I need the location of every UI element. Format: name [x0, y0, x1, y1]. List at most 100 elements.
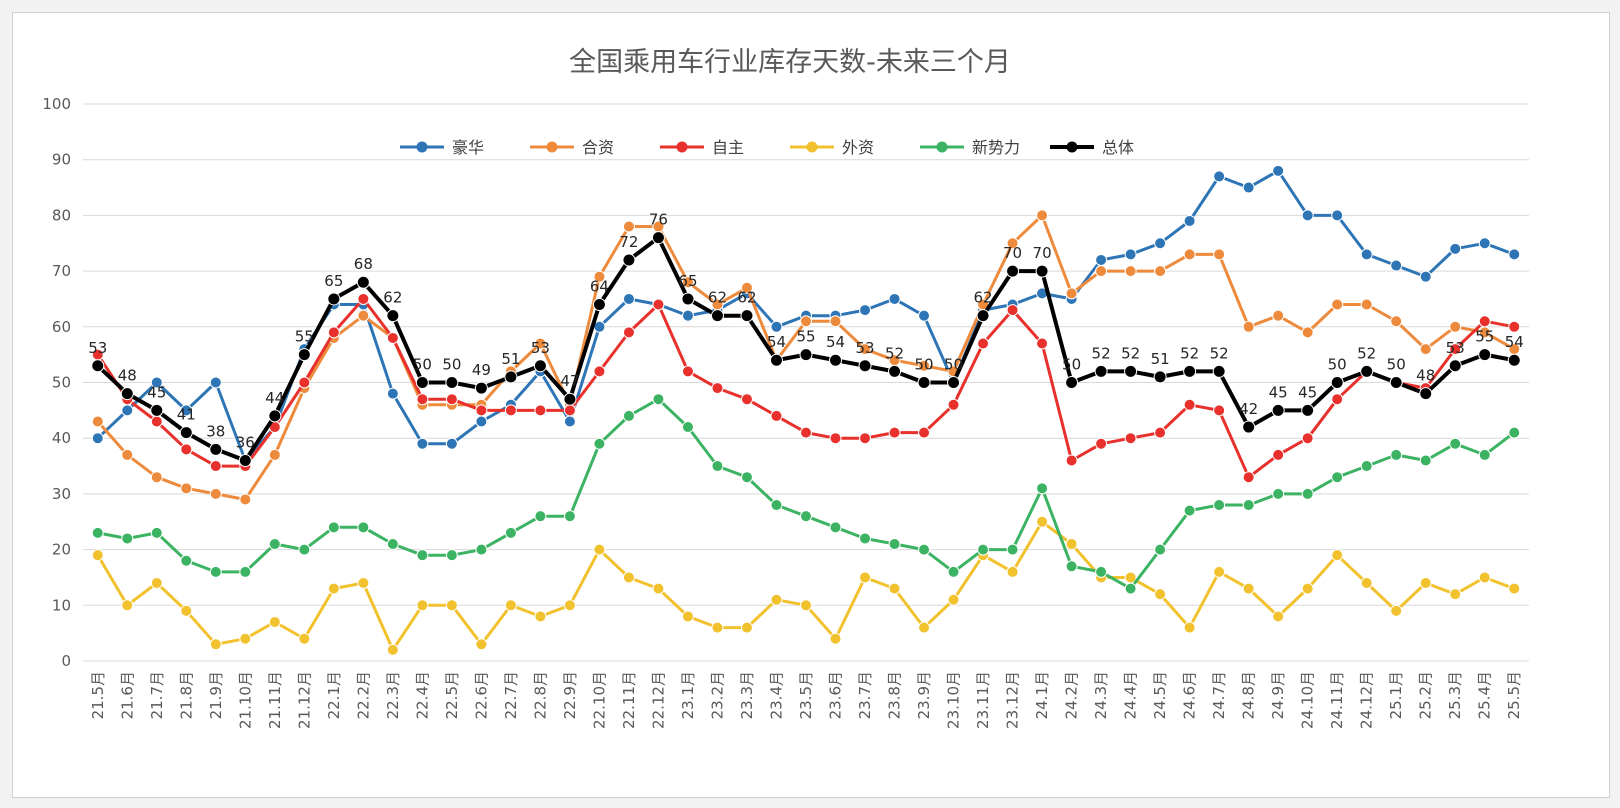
- data-point: [327, 326, 340, 339]
- data-point: [504, 404, 517, 417]
- data-point: [1006, 304, 1019, 317]
- x-tick-label: 22.7月: [502, 671, 520, 719]
- x-tick-label: 22.12月: [649, 671, 667, 729]
- data-label: 52: [1092, 344, 1111, 362]
- data-point: [1331, 471, 1344, 484]
- data-point: [1360, 298, 1373, 311]
- data-point: [740, 393, 753, 406]
- x-tick-label: 21.9月: [207, 671, 225, 719]
- x-tick-label: 25.1月: [1387, 671, 1405, 719]
- data-point: [268, 616, 281, 629]
- chart-title: 全国乘用车行业库存天数-未来三个月: [569, 47, 1011, 78]
- data-point: [91, 359, 105, 373]
- x-tick-label: 24.5月: [1151, 671, 1169, 719]
- data-point: [1390, 604, 1403, 617]
- data-point: [740, 621, 753, 634]
- data-label: 54: [767, 333, 786, 351]
- x-tick-label: 24.2月: [1063, 671, 1081, 719]
- legend-label: 自主: [712, 138, 744, 157]
- data-point: [1183, 248, 1196, 261]
- data-point: [1036, 209, 1049, 222]
- data-point: [416, 393, 429, 406]
- data-point: [1508, 426, 1521, 439]
- data-point: [1036, 337, 1049, 350]
- data-point: [1390, 315, 1403, 328]
- data-point: [1508, 582, 1521, 595]
- x-tick-label: 22.5月: [443, 671, 461, 719]
- data-point: [1301, 403, 1315, 417]
- data-label: 41: [177, 406, 196, 424]
- data-point: [1272, 164, 1285, 177]
- data-point: [977, 543, 990, 556]
- series-总体: [91, 231, 1521, 467]
- y-tick-label: 70: [52, 262, 71, 280]
- data-point: [268, 448, 281, 461]
- data-point: [770, 409, 783, 422]
- legend-item-新势力: 新势力: [920, 138, 1020, 157]
- x-tick-label: 22.9月: [561, 671, 579, 719]
- data-point: [859, 304, 872, 317]
- data-point: [1065, 560, 1078, 573]
- data-point: [947, 565, 960, 578]
- data-point: [1213, 404, 1226, 417]
- data-label: 38: [206, 422, 225, 440]
- data-point: [770, 320, 783, 333]
- data-point: [386, 538, 399, 551]
- data-point: [357, 521, 370, 534]
- legend-item-豪华: 豪华: [400, 138, 484, 157]
- data-point: [593, 437, 606, 450]
- data-point: [888, 582, 901, 595]
- data-point: [1449, 343, 1462, 356]
- data-point: [1124, 248, 1137, 261]
- x-tick-label: 22.4月: [413, 671, 431, 719]
- data-point: [1301, 487, 1314, 500]
- data-point: [150, 577, 163, 590]
- data-point: [180, 404, 193, 417]
- data-point: [150, 415, 163, 428]
- data-point: [445, 437, 458, 450]
- data-point: [1389, 376, 1403, 389]
- data-point: [534, 404, 547, 417]
- data-point: [563, 415, 576, 428]
- data-labels: 53 48 45 41 38 36 44 55 65 68 62 50 50 49 51 53 47 64 72 76…: [88, 211, 1524, 452]
- x-tick-label: 24.12月: [1358, 671, 1376, 729]
- data-point: [652, 298, 665, 311]
- data-point: [357, 309, 370, 322]
- data-point: [1331, 549, 1344, 562]
- data-point: [1036, 482, 1049, 495]
- legend-label: 外资: [842, 138, 874, 157]
- data-point: [1213, 170, 1226, 183]
- y-tick-label: 90: [52, 151, 71, 169]
- data-point: [1448, 359, 1462, 373]
- data-point: [1301, 209, 1314, 222]
- data-point: [918, 543, 931, 556]
- data-label: 51: [501, 350, 520, 368]
- data-label: 53: [531, 339, 550, 357]
- data-label: 52: [1180, 344, 1199, 362]
- data-point: [740, 471, 753, 484]
- data-point: [976, 309, 990, 323]
- data-point: [386, 331, 399, 344]
- legend-item-外资: 外资: [790, 138, 874, 157]
- data-point: [563, 392, 577, 406]
- data-point: [1331, 298, 1344, 311]
- x-tick-label: 24.6月: [1181, 671, 1199, 719]
- data-point: [740, 309, 754, 323]
- data-label: 50: [1387, 356, 1406, 374]
- series-自主: [91, 292, 1521, 484]
- data-point: [1124, 364, 1138, 378]
- data-point: [1124, 265, 1137, 278]
- data-point: [268, 409, 282, 423]
- data-point: [1478, 315, 1491, 328]
- data-point: [121, 599, 134, 612]
- data-label: 64: [590, 278, 609, 296]
- x-tick-label: 21.7月: [148, 671, 166, 719]
- data-point: [1213, 499, 1226, 512]
- x-tick-label: 22.2月: [354, 671, 372, 719]
- data-point: [238, 453, 252, 467]
- data-label: 72: [619, 233, 638, 251]
- data-label: 50: [944, 356, 963, 374]
- x-tick-label: 24.11月: [1328, 671, 1346, 729]
- data-label: 55: [796, 328, 815, 346]
- data-point: [150, 403, 164, 417]
